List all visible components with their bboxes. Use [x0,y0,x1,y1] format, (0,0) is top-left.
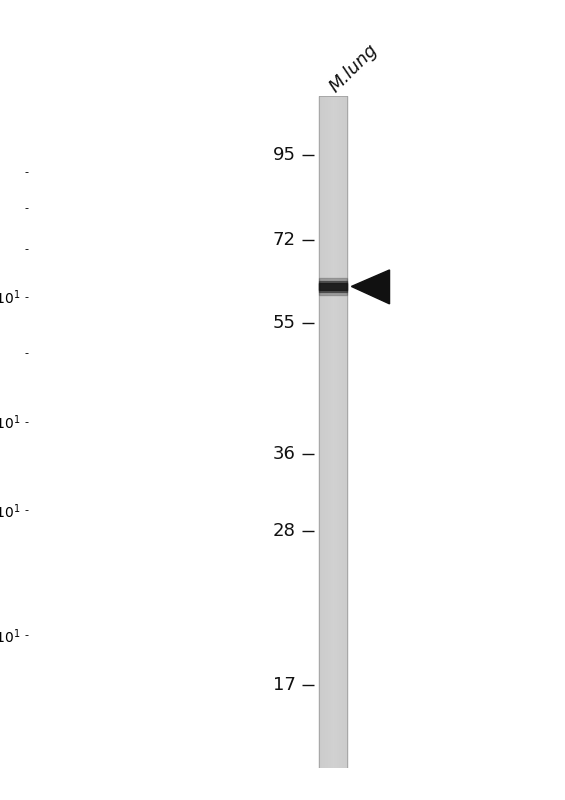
Bar [336,96,337,768]
Bar [346,96,347,768]
Bar [319,282,347,290]
Bar [333,96,334,768]
Bar [319,96,321,768]
Bar [327,96,328,768]
Bar [324,96,325,768]
Polygon shape [351,270,389,304]
Text: 36: 36 [272,445,295,463]
Bar [321,96,322,768]
Bar [334,96,336,768]
Text: 17: 17 [272,676,295,694]
Bar [319,278,347,294]
Bar [329,96,331,768]
Bar [343,96,345,768]
Text: 95: 95 [272,146,295,164]
Bar [331,96,332,768]
Bar [332,96,333,768]
Text: 28: 28 [272,522,295,541]
Bar [342,96,343,768]
Bar [319,281,347,292]
Bar [319,96,347,768]
Text: 72: 72 [272,231,295,250]
Text: 55: 55 [272,314,295,332]
Bar [325,96,327,768]
Bar [339,96,340,768]
Text: M.lung: M.lung [325,41,381,96]
Bar [337,96,339,768]
Bar [328,96,329,768]
Bar [340,96,342,768]
Bar [322,96,324,768]
Bar [345,96,346,768]
